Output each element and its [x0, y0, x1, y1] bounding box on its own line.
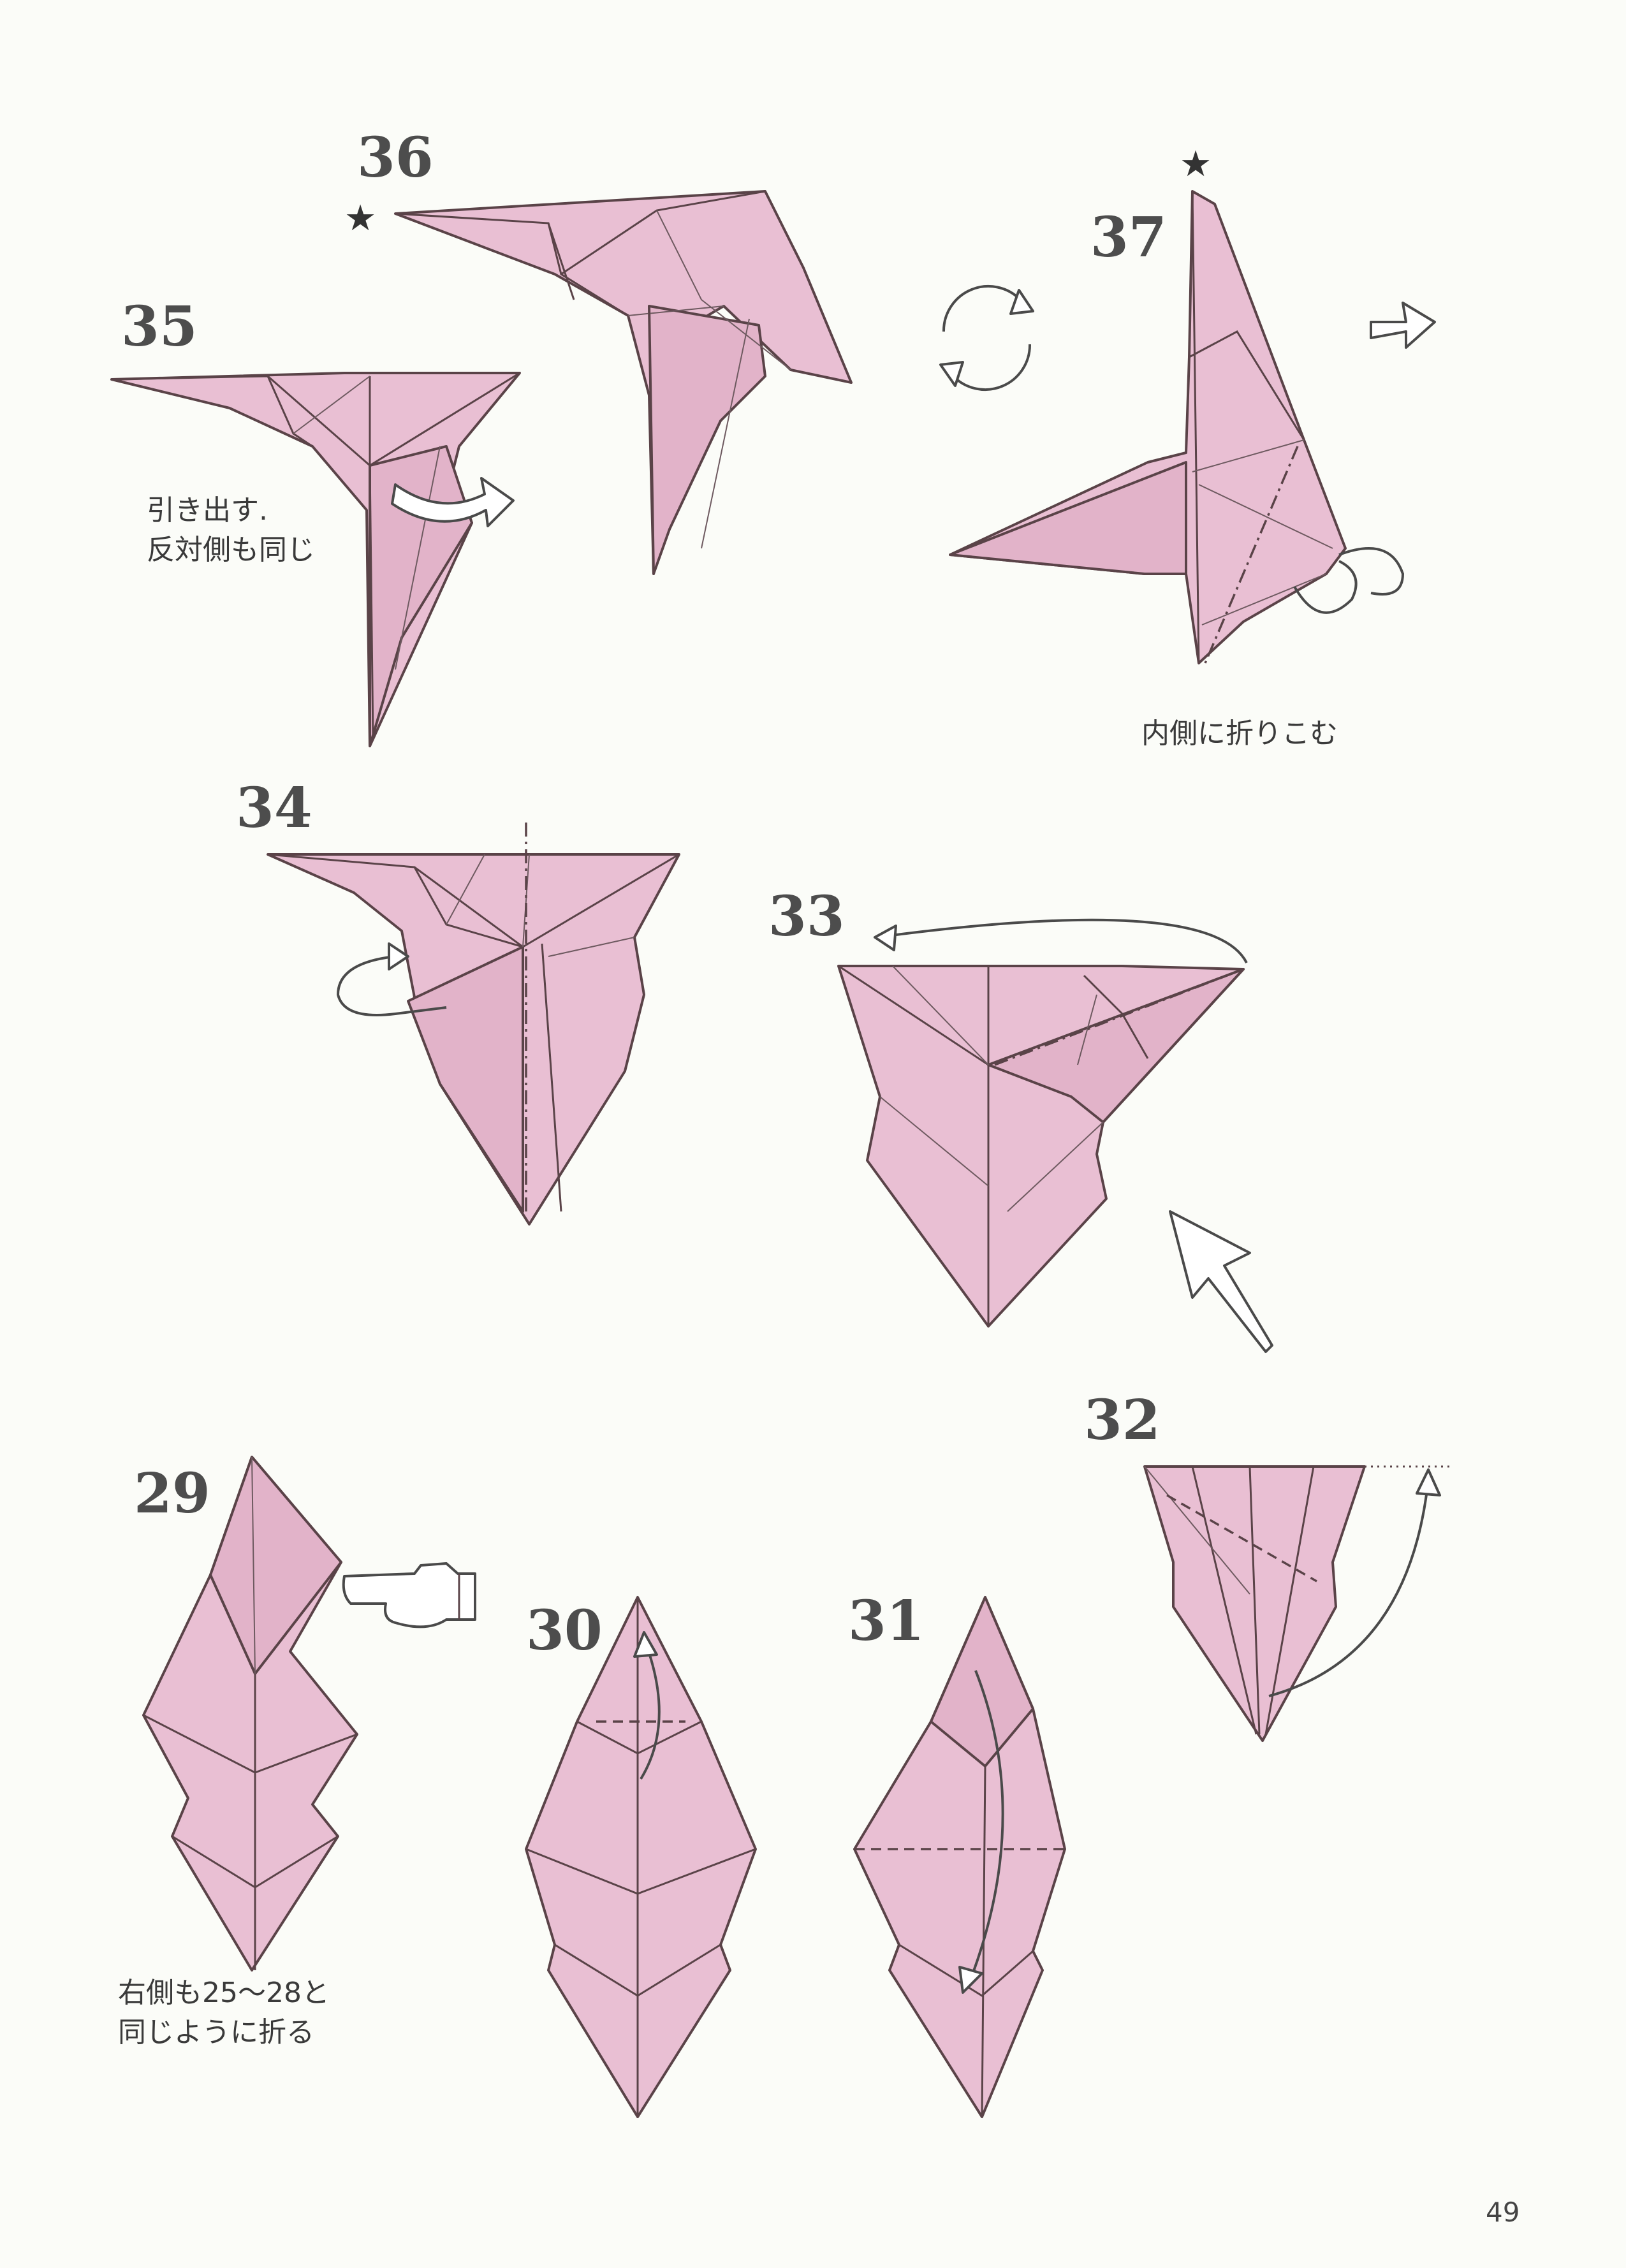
step-34-figure	[267, 823, 680, 1225]
step-32-figure	[1143, 1465, 1454, 1742]
pointing-hand-icon	[342, 1562, 476, 1628]
step-33-figure	[837, 918, 1273, 1353]
star-icon: ★	[344, 198, 377, 239]
step-30-figure	[525, 1596, 757, 2118]
step-number-35: 35	[121, 295, 198, 359]
step-number-36: 36	[357, 126, 434, 190]
step-number-29: 29	[134, 1461, 210, 1526]
step-36-figure	[394, 190, 853, 575]
step-31-figure	[853, 1596, 1066, 2118]
step-35-instruction-line-1: 引き出す.	[147, 494, 268, 527]
star-icon: ★	[1180, 143, 1212, 185]
step-37-instruction: 内側に折りこむ	[1141, 717, 1338, 750]
page-number: 49	[1486, 2197, 1520, 2228]
step-number-34: 34	[236, 776, 312, 840]
step-35-figure	[110, 372, 521, 747]
step-29-instruction: 右側も25～28と 同じように折る	[118, 1973, 330, 2052]
step-number-30: 30	[526, 1599, 603, 1663]
step-35-instruction-line-2: 反対側も同じ	[147, 534, 315, 566]
step-number-37: 37	[1090, 205, 1167, 270]
step-29-figure	[142, 1456, 476, 1972]
step-number-31: 31	[848, 1589, 925, 1653]
rotate-symbol	[939, 284, 1034, 391]
step-number-32: 32	[1084, 1388, 1161, 1452]
step-29-instruction-line-2: 同じように折る	[118, 2016, 314, 2049]
step-37-figure	[949, 190, 1436, 664]
step-35-instruction: 引き出す. 反対側も同じ	[147, 491, 315, 570]
step-29-instruction-line-1: 右側も25～28と	[118, 1977, 330, 2009]
step-number-33: 33	[768, 884, 845, 949]
